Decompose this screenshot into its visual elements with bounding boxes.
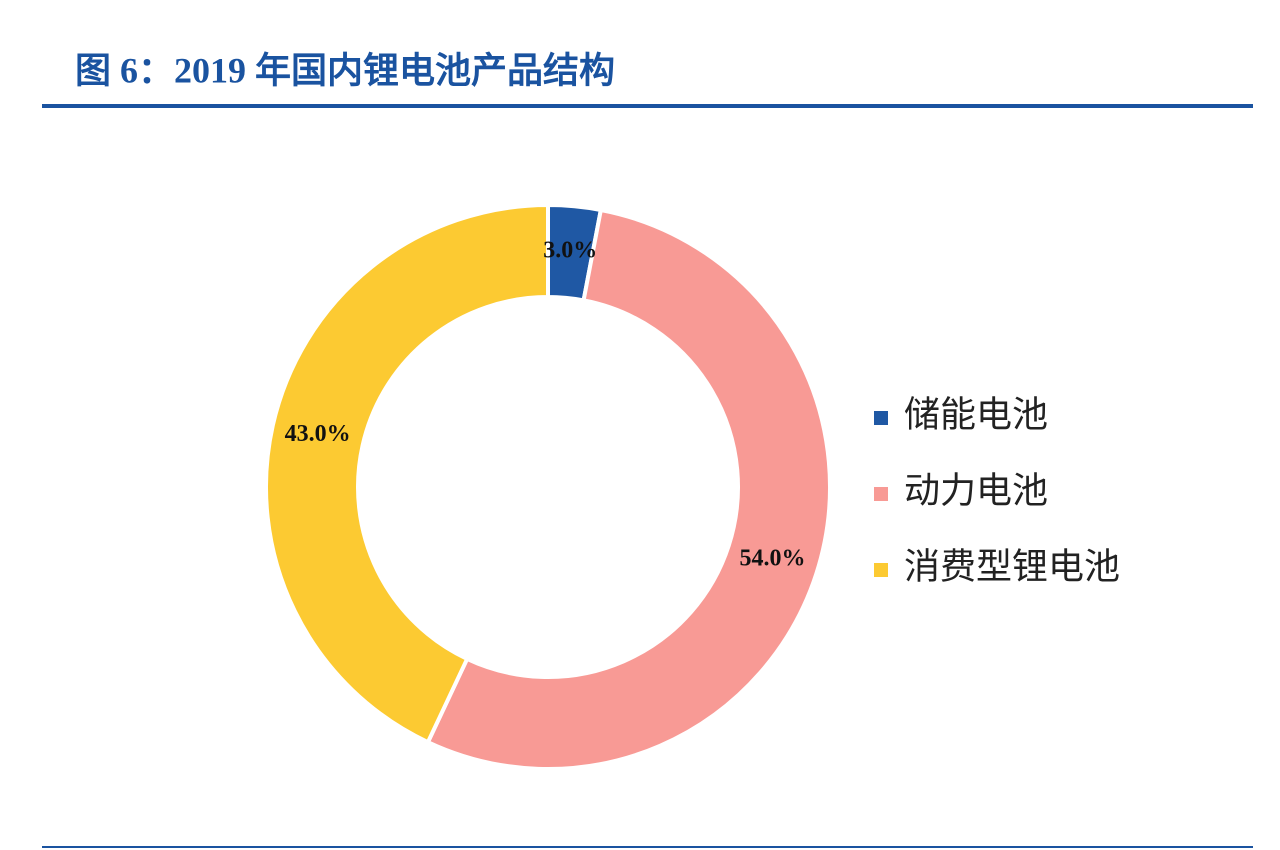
legend-marker bbox=[874, 487, 888, 501]
data-label: 43.0% bbox=[285, 421, 351, 447]
legend-label: 储能电池 bbox=[904, 394, 1048, 434]
legend-label: 动力电池 bbox=[904, 470, 1048, 510]
legend-marker bbox=[874, 563, 888, 577]
data-label: 3.0% bbox=[543, 238, 597, 264]
chart-title: 图 6：2019 年国内锂电池产品结构 bbox=[75, 50, 615, 90]
legend-marker bbox=[874, 411, 888, 425]
legend-label: 消费型锂电池 bbox=[904, 546, 1120, 586]
donut-slice bbox=[425, 207, 832, 771]
donut-slice bbox=[264, 202, 550, 745]
data-label: 54.0% bbox=[739, 545, 805, 571]
